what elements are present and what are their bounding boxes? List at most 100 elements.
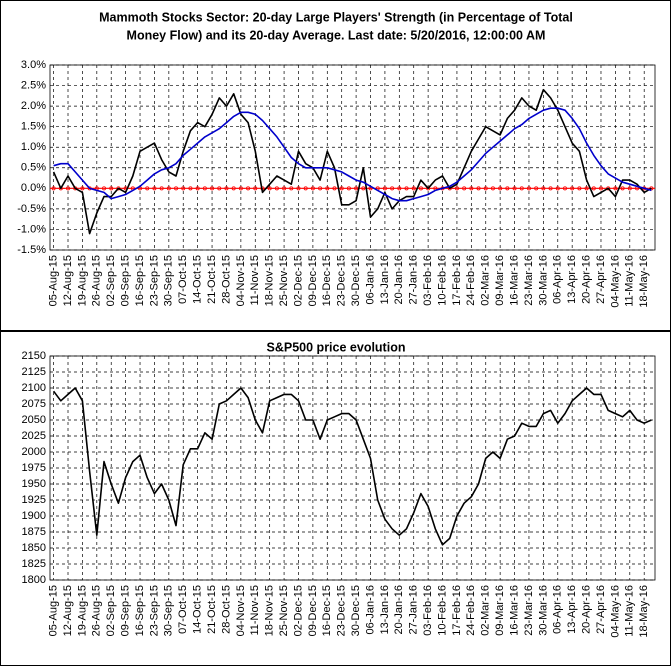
reference-marker <box>217 186 222 191</box>
x-tick-label: 16-Mar-16 <box>508 255 520 306</box>
x-tick-label: 27-Jan-16 <box>408 585 420 635</box>
x-tick-label: 04-May-16 <box>609 255 621 308</box>
x-tick-label: 23-Mar-16 <box>523 255 535 306</box>
x-tick-label: 09-Mar-16 <box>494 255 506 306</box>
y-tick-label: 1825 <box>22 558 46 570</box>
x-tick-label: 10-Feb-16 <box>436 585 448 636</box>
reference-marker <box>145 186 150 191</box>
reference-marker <box>210 186 215 191</box>
series-line <box>52 387 652 546</box>
x-tick-label: 24-Feb-16 <box>465 255 477 306</box>
x-tick-label: 17-Feb-16 <box>451 585 463 636</box>
reference-marker <box>397 186 402 191</box>
x-tick-label: 02-Mar-16 <box>480 255 492 306</box>
x-tick-label: 02-Dec-15 <box>292 255 304 306</box>
reference-marker <box>188 186 193 191</box>
reference-marker <box>303 186 308 191</box>
reference-marker <box>202 186 207 191</box>
reference-marker <box>512 186 517 191</box>
reference-marker <box>534 186 539 191</box>
x-tick-label: 21-Oct-15 <box>206 255 218 304</box>
reference-marker <box>620 186 625 191</box>
reference-marker <box>361 186 366 191</box>
reference-marker <box>231 186 236 191</box>
x-tick-label: 12-Aug-15 <box>62 255 74 306</box>
y-tick-label: 1925 <box>22 494 46 506</box>
reference-marker <box>174 186 179 191</box>
reference-marker <box>354 186 359 191</box>
x-tick-label: 07-Oct-15 <box>177 255 189 304</box>
reference-marker <box>390 186 395 191</box>
reference-marker <box>382 186 387 191</box>
x-tick-label: 18-Nov-15 <box>264 255 276 306</box>
x-tick-label: 11-Nov-15 <box>249 585 261 636</box>
reference-marker <box>181 186 186 191</box>
reference-marker <box>152 186 157 191</box>
chart-title: S&P500 price evolution <box>267 340 406 354</box>
x-tick-label: 28-Oct-15 <box>220 585 232 634</box>
x-tick-label: 30-Sep-15 <box>163 255 175 306</box>
x-tick-label: 02-Sep-15 <box>105 585 117 636</box>
reference-marker <box>418 186 423 191</box>
y-tick-label: 1.5% <box>21 121 46 133</box>
y-tick-label: 2000 <box>22 446 46 458</box>
x-tick-label: 04-Nov-15 <box>235 255 247 306</box>
x-tick-label: 06-Jan-16 <box>364 585 376 635</box>
x-tick-label: 19-Aug-15 <box>76 585 88 636</box>
y-tick-label: 2100 <box>22 382 46 394</box>
reference-marker <box>51 186 56 191</box>
x-tick-label: 13-Jan-16 <box>379 585 391 635</box>
reference-marker <box>598 186 603 191</box>
reference-marker <box>253 186 258 191</box>
x-tick-label: 30-Mar-16 <box>537 585 549 636</box>
x-tick-label: 23-Sep-15 <box>148 255 160 306</box>
y-tick-label: -1.0% <box>17 223 46 235</box>
reference-marker <box>555 186 560 191</box>
reference-marker <box>519 186 524 191</box>
reference-marker <box>627 186 632 191</box>
y-tick-label: 2025 <box>22 430 46 442</box>
x-tick-label: 30-Mar-16 <box>537 255 549 306</box>
panel-frame <box>0 331 671 666</box>
x-tick-label: 09-Mar-16 <box>494 585 506 636</box>
y-tick-label: 1875 <box>22 526 46 538</box>
series-line <box>53 107 652 202</box>
x-tick-label: 02-Dec-15 <box>292 585 304 636</box>
x-tick-label: 16-Sep-15 <box>134 585 146 636</box>
reference-marker <box>66 186 71 191</box>
x-tick-label: 04-May-16 <box>609 585 621 638</box>
reference-marker <box>224 186 229 191</box>
x-tick-label: 13-Apr-16 <box>566 255 578 304</box>
reference-marker <box>498 186 503 191</box>
reference-marker <box>238 186 243 191</box>
x-tick-label: 20-Apr-16 <box>580 585 592 634</box>
x-tick-label: 20-Jan-16 <box>393 255 405 305</box>
y-tick-label: 1.0% <box>21 141 46 153</box>
y-tick-label: 2.5% <box>21 79 46 91</box>
reference-marker <box>346 186 351 191</box>
reference-marker <box>591 186 596 191</box>
x-tick-label: 20-Jan-16 <box>393 585 405 635</box>
reference-marker <box>102 186 107 191</box>
reference-marker <box>274 186 279 191</box>
x-tick-label: 25-Nov-15 <box>278 255 290 306</box>
panel-frame <box>0 0 671 331</box>
reference-marker <box>80 186 85 191</box>
y-tick-label: 2.0% <box>21 100 46 112</box>
x-tick-label: 13-Jan-16 <box>379 255 391 305</box>
x-tick-label: 25-Nov-15 <box>278 585 290 636</box>
y-tick-label: 2150 <box>22 350 46 362</box>
reference-marker <box>462 186 467 191</box>
x-tick-label: 23-Dec-15 <box>336 585 348 636</box>
reference-marker <box>426 186 431 191</box>
x-tick-label: 14-Oct-15 <box>192 585 204 634</box>
x-tick-label: 30-Dec-15 <box>350 585 362 636</box>
x-tick-label: 23-Sep-15 <box>148 585 160 636</box>
y-tick-label: 1900 <box>22 510 46 522</box>
y-tick-label: 3.0% <box>21 59 46 71</box>
y-tick-label: 2075 <box>22 398 46 410</box>
x-tick-label: 18-May-16 <box>638 255 650 308</box>
reference-marker <box>404 186 409 191</box>
x-tick-label: 28-Oct-15 <box>220 255 232 304</box>
